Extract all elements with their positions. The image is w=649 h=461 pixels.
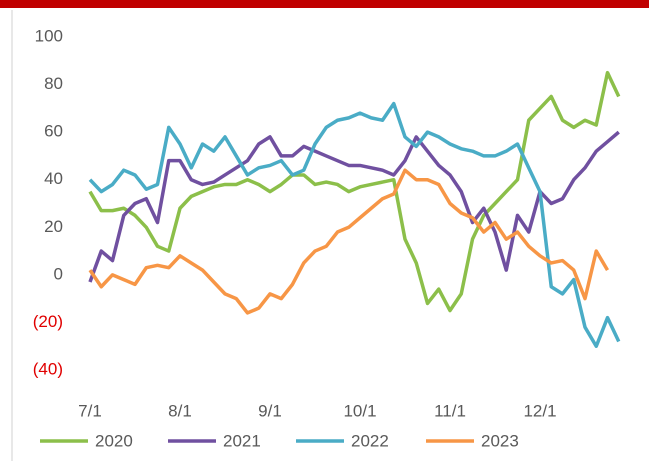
legend-label: 2023 (481, 431, 519, 450)
series-line (88, 70, 621, 313)
y-tick-label: 100 (35, 26, 63, 45)
x-tick-label: 11/1 (434, 401, 466, 420)
y-tick-label: 20 (44, 217, 63, 236)
series-line (88, 130, 620, 283)
y-tick-label: 40 (44, 169, 63, 188)
series-line (88, 168, 610, 315)
x-tick-label: 10/1 (343, 401, 376, 420)
x-tick-label: 8/1 (168, 401, 192, 420)
y-tick-label: 60 (44, 122, 63, 141)
x-tick-label: 9/1 (258, 401, 282, 420)
legend-label: 2020 (95, 431, 133, 450)
x-tick-label: 12/1 (523, 401, 556, 420)
legend-label: 2021 (223, 431, 261, 450)
top-bar (0, 0, 649, 8)
y-tick-label: 80 (44, 74, 63, 93)
x-tick-label: 7/1 (78, 401, 102, 420)
y-tick-label: (40) (33, 359, 63, 378)
series-line (88, 101, 621, 348)
y-tick-label: 0 (54, 264, 63, 283)
y-tick-label: (20) (33, 312, 63, 331)
legend-label: 2022 (351, 431, 389, 450)
